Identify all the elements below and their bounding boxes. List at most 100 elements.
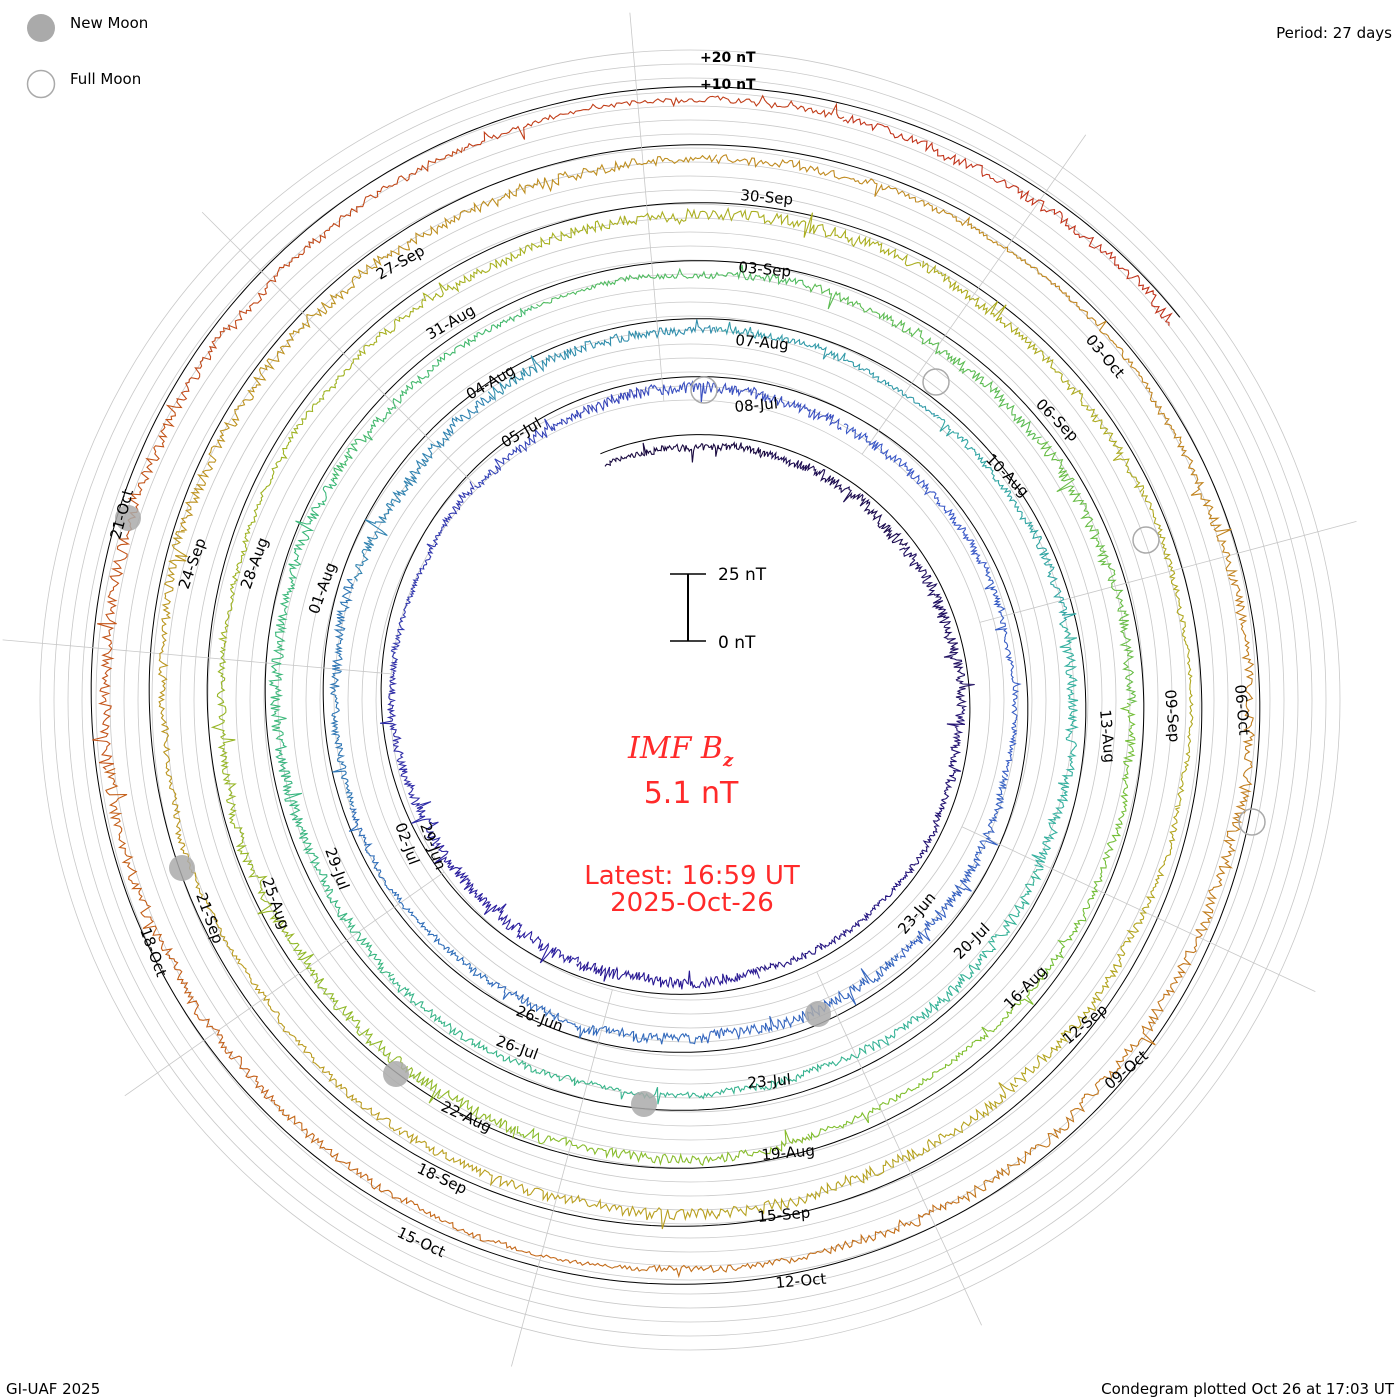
- grid-ring: [193, 203, 1187, 1197]
- ring-label-plus20: +20 nT: [700, 50, 756, 66]
- bz-trace-segment: [218, 370, 345, 648]
- grid-ring: [109, 119, 1271, 1281]
- new-moon-marker: [805, 1001, 831, 1027]
- date-tick-label: 06-Oct: [1231, 684, 1253, 736]
- grid-spoke: [2, 639, 392, 675]
- date-tick-label: 24-Sep: [175, 536, 210, 592]
- bz-trace-segment: [273, 1101, 603, 1267]
- grid-ring: [263, 273, 1117, 1127]
- grid-ring: [333, 343, 1047, 1057]
- grid-ring: [361, 371, 1019, 1029]
- grid-ring: [151, 161, 1229, 1239]
- bz-trace-segment: [842, 114, 1173, 326]
- grid-spoke: [511, 989, 613, 1367]
- bz-trace-segment: [516, 1125, 811, 1167]
- bz-trace-segment: [921, 260, 1145, 493]
- bz-trace-segment: [176, 147, 463, 401]
- bz-trace-segment: [867, 868, 1044, 1052]
- new-moon-marker: [115, 505, 141, 531]
- grid-spoke: [861, 134, 1087, 455]
- full-moon-marker: [690, 376, 718, 404]
- date-tick-label: 20-Jul: [950, 919, 993, 962]
- full-moon-icon: [26, 69, 56, 99]
- bz-trace-segment: [103, 767, 276, 1102]
- moon-layer: [115, 368, 1266, 1117]
- date-tick-label: 03-Sep: [738, 258, 792, 281]
- scale-bar: 25 nT 0 nT: [670, 565, 767, 653]
- new-moon-icon: [27, 14, 55, 42]
- legend-full-moon: Full Moon: [70, 70, 141, 88]
- center-title-main: IMF B: [627, 731, 723, 766]
- date-tick-label: 15-Sep: [757, 1203, 811, 1226]
- bz-trace-segment: [1045, 275, 1238, 577]
- grid-spoke: [201, 211, 479, 489]
- bz-trace-segment: [92, 399, 183, 771]
- date-tick-label: 09-Oct: [1101, 1047, 1152, 1094]
- date-tick-label: 30-Sep: [740, 186, 794, 209]
- date-tick-label: 18-Oct: [136, 925, 170, 979]
- full-moon-marker: [1132, 526, 1160, 554]
- bz-trace-segment: [344, 218, 614, 372]
- scale-bar-top-label: 25 nT: [718, 565, 767, 585]
- bz-trace-segment: [808, 283, 1042, 440]
- grid-ring: [291, 301, 1089, 1099]
- bz-trace-segment: [474, 386, 647, 489]
- new-moon-marker: [631, 1091, 657, 1117]
- grid-ring: [389, 399, 991, 1001]
- bz-trace-segment: [331, 305, 538, 482]
- bz-trace-segment: [1196, 577, 1256, 931]
- footer-left: GI-UAF 2025: [6, 1380, 100, 1398]
- bz-trace-segment: [1036, 439, 1138, 704]
- bz-trace-segment: [275, 739, 395, 978]
- bz-trace-segment: [1141, 490, 1194, 808]
- bz-trace-segment: [379, 660, 441, 846]
- new-moon-marker: [169, 855, 195, 881]
- grid-ring: [95, 105, 1285, 1295]
- date-tick-label: 29-Jul: [321, 845, 353, 892]
- date-tick-label: 16-Aug: [1000, 962, 1051, 1013]
- bz-trace-segment: [536, 264, 809, 308]
- date-tick-label: 31-Aug: [423, 301, 478, 343]
- bz-trace-segment: [287, 939, 517, 1139]
- center-date: 2025-Oct-26: [610, 888, 774, 918]
- grid-ring: [375, 385, 1005, 1015]
- date-tick-label: 25-Aug: [258, 875, 293, 931]
- bz-trace-segment: [604, 441, 768, 467]
- center-latest: Latest: 16:59 UT: [584, 861, 800, 891]
- grid-spoke: [629, 12, 665, 402]
- date-tick-label: 21-Sep: [192, 890, 227, 946]
- bz-trace-segment: [1031, 623, 1079, 868]
- bz-trace-segment: [157, 531, 191, 871]
- grid-ring: [137, 147, 1243, 1253]
- full-moon-marker: [1238, 808, 1266, 836]
- bz-trace-segment: [488, 981, 703, 1045]
- date-tick-label: 13-Aug: [1096, 709, 1119, 764]
- bz-trace-segment: [715, 154, 1046, 278]
- bz-trace-segment: [463, 94, 845, 152]
- grid-ring: [123, 133, 1257, 1267]
- bz-trace-segment: [756, 873, 909, 973]
- bz-trace-segment: [268, 478, 338, 741]
- grid-spoke: [979, 521, 1357, 623]
- bz-trace-segment: [715, 321, 939, 418]
- date-tick-label: 08-Jul: [734, 394, 779, 416]
- date-tick-label: 19-Aug: [761, 1141, 816, 1164]
- bz-trace-segment: [210, 646, 296, 941]
- trace-layer: [92, 94, 1256, 1279]
- footer-right: Condegram plotted Oct 26 at 17:03 UT: [1101, 1380, 1395, 1398]
- date-tick-label: 10-Aug: [982, 450, 1033, 501]
- bz-trace-segment: [718, 1082, 1019, 1219]
- center-title: IMF Bz: [627, 731, 734, 771]
- grid-ring: [319, 329, 1061, 1071]
- bz-trace-segment: [433, 842, 580, 964]
- bz-trace-segment: [905, 707, 966, 874]
- bz-trace-segment: [601, 1195, 960, 1279]
- bz-trace-segment: [576, 960, 760, 990]
- grid-spoke: [961, 826, 1316, 992]
- bz-trace-segment: [620, 1044, 869, 1105]
- date-tick-label: 18-Sep: [414, 1159, 469, 1198]
- reference-spiral: [90, 86, 1261, 1285]
- bz-trace-segment: [843, 423, 990, 572]
- bz-trace-segment: [390, 481, 475, 662]
- grid-spoke: [816, 971, 982, 1326]
